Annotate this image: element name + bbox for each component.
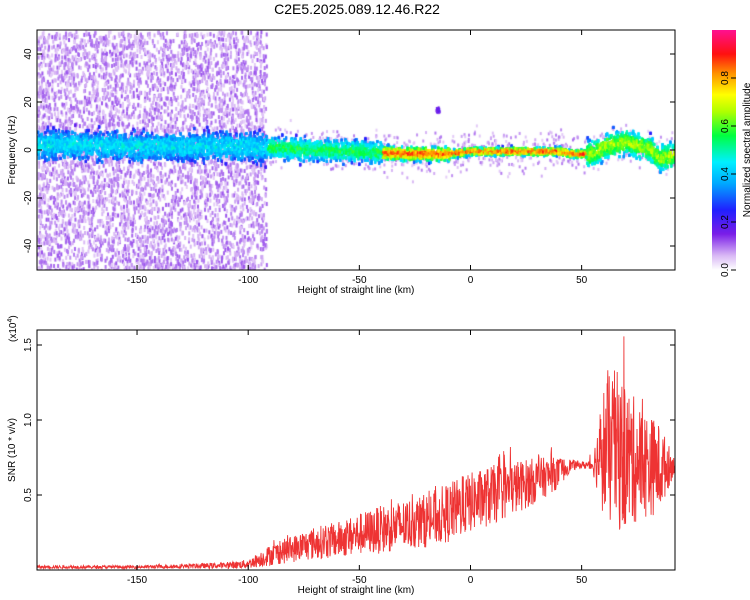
colorbar: 0.0 0.2 0.4 0.6 0.8 Normalized spectral ampl… [712,30,750,277]
colorbar-tick-label: 0.0 [720,263,731,277]
spectrogram-y-axis-label: Frequency (Hz) [7,116,18,185]
snr-panel: -150 -100 -50 0 50 0.5 1.0 1.5 Height of strai… [7,315,676,596]
snr-series [36,336,676,571]
colorbar-ticks: 0.0 0.2 0.4 0.6 0.8 [720,71,736,277]
snr-x-axis-label: Height of straight line (km) [298,585,415,596]
spectrogram-x-tick-label: 50 [576,275,588,286]
spectrogram-y-tick-label: -20 [23,190,34,205]
snr-x-tick-label: -100 [238,575,258,586]
spectrogram-x-tick-label: -100 [238,275,258,286]
snr-y-ticks: 0.5 1.0 1.5 [23,338,675,502]
snr-y-tick-label: 0.5 [23,488,34,502]
colorbar-tick-label: 0.8 [720,71,731,85]
snr-x-ticks: -150 -100 -50 0 50 [127,330,588,586]
figure-title: C2E5.2025.089.12.46.R22 [274,1,440,17]
spectrogram-y-tick-label: 40 [23,48,34,60]
spectrogram-y-tick-label: -40 [23,238,34,253]
snr-y-multiplier-close: ) [8,315,19,318]
snr-y-tick-label: 1.0 [23,413,34,427]
spectrogram-y-ticks: -40 -20 0 20 40 [23,48,675,253]
spectrogram-x-tick-label: -50 [352,275,367,286]
colorbar-tick-label: 0.6 [720,119,731,133]
snr-y-axis-label: SNR (10 * v/v) [7,418,18,482]
snr-x-tick-label: -150 [127,575,147,586]
snr-y-multiplier-exponent: 4 [7,319,14,323]
colorbar-tick-label: 0.2 [720,215,731,229]
snr-y-multiplier-base: (x10 [8,322,19,342]
spectrogram-x-tick-label: -150 [127,275,147,286]
spectrogram-x-tick-label: 0 [468,275,474,286]
spectrogram-y-tick-label: 20 [23,96,34,108]
spectrogram-y-tick-label: 0 [23,147,34,153]
snr-y-tick-label: 1.5 [23,338,34,352]
spectrogram-heatmap [37,30,675,270]
snr-x-tick-label: 50 [576,575,588,586]
colorbar-label: Normalized spectral amplitude [742,82,750,217]
colorbar-tick-label: 0.4 [720,167,731,181]
snr-frame [36,329,676,571]
snr-x-tick-label: -50 [352,575,367,586]
spectrogram-x-ticks: -150 -100 -50 0 50 [127,30,588,286]
spectrogram-x-axis-label: Height of straight line (km) [298,285,415,296]
snr-line [36,336,676,571]
snr-y-multiplier: (x104) [7,315,19,342]
colorbar-gradient [712,30,736,270]
spectrogram-panel: -150 -100 -50 0 50 -40 -20 0 20 40 Height of str… [7,29,676,296]
snr-x-tick-label: 0 [468,575,474,586]
